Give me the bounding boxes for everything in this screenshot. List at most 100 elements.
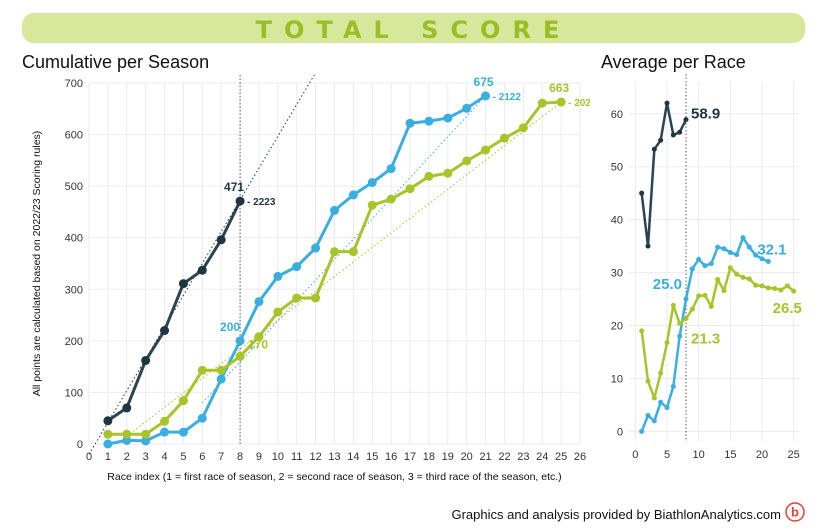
x-tick-label: 26 <box>574 451 586 463</box>
data-point-green <box>330 247 339 257</box>
data-point-green <box>753 282 759 288</box>
data-point-green <box>683 316 689 322</box>
data-point-blue <box>178 427 188 437</box>
data-point-dark <box>216 235 226 245</box>
data-point-green <box>658 370 664 376</box>
y-tick-label: 20 <box>611 321 623 333</box>
data-point-blue <box>715 244 721 250</box>
y-tick-label: 40 <box>611 215 623 227</box>
data-point-dark <box>670 132 676 138</box>
data-point-green <box>141 429 151 439</box>
end-value-label: 675 <box>474 75 494 89</box>
data-point-dark <box>141 355 151 365</box>
data-point-green <box>670 302 676 308</box>
data-point-green <box>103 429 113 439</box>
page-title: TOTAL SCORE <box>255 16 572 44</box>
data-point-green <box>178 396 188 406</box>
data-point-green <box>727 265 733 271</box>
x-tick-label: 17 <box>404 451 416 463</box>
data-point-green <box>235 351 245 361</box>
end-value-label: 471 <box>224 180 244 194</box>
data-point-blue <box>696 256 702 262</box>
mid-value-label: 21.3 <box>691 331 720 348</box>
data-point-blue <box>405 118 415 128</box>
cumulative-chart-title: Cumulative per Season <box>22 52 210 72</box>
data-point-blue <box>746 244 752 250</box>
end-value-label: 58.9 <box>691 106 720 123</box>
x-tick-label: 1 <box>105 451 111 463</box>
x-tick-label: 24 <box>536 451 548 463</box>
y-tick-label: 300 <box>65 284 83 296</box>
data-point-dark <box>103 416 113 426</box>
x-tick-label: 14 <box>347 451 359 463</box>
data-point-green <box>740 274 746 280</box>
data-point-green <box>639 328 645 334</box>
y-tick-label: 100 <box>65 387 83 399</box>
data-point-blue <box>702 263 708 269</box>
data-point-green <box>708 303 714 309</box>
data-point-blue <box>753 252 759 258</box>
x-tick-label: 0 <box>632 449 638 461</box>
data-point-blue <box>141 436 151 446</box>
mid-value-label: 170 <box>248 337 268 351</box>
x-tick-label: 15 <box>366 451 378 463</box>
x-tick-label: 10 <box>272 451 284 463</box>
data-point-blue <box>122 435 132 445</box>
data-point-green <box>651 395 657 401</box>
data-point-blue <box>651 418 657 424</box>
y-tick-label: 0 <box>617 426 623 438</box>
data-point-green <box>386 194 396 204</box>
x-tick-label: 10 <box>693 449 705 461</box>
y-tick-label: 500 <box>65 181 83 193</box>
data-point-blue <box>683 296 689 302</box>
data-point-green <box>778 287 784 293</box>
data-point-green <box>405 184 415 194</box>
data-point-blue <box>443 113 453 123</box>
x-tick-label: 7 <box>218 451 224 463</box>
data-point-green <box>499 133 509 143</box>
data-point-blue <box>765 258 771 264</box>
y-tick-label: 400 <box>65 233 83 245</box>
x-tick-label: 19 <box>442 451 454 463</box>
data-point-blue <box>481 91 491 101</box>
data-point-dark <box>235 196 245 206</box>
data-point-green <box>664 339 670 345</box>
x-tick-label: 23 <box>517 451 529 463</box>
data-point-dark <box>639 190 645 196</box>
data-point-dark <box>683 117 689 123</box>
data-point-green <box>784 283 790 289</box>
data-point-dark <box>664 100 670 106</box>
y-tick-label: 30 <box>611 268 623 280</box>
data-point-blue <box>386 164 396 174</box>
data-point-blue <box>759 256 765 262</box>
data-point-blue <box>216 374 226 384</box>
data-point-green <box>677 320 683 326</box>
biathlon-analytics-logo: b <box>785 502 805 522</box>
data-point-green <box>367 200 377 210</box>
data-point-green <box>689 306 695 312</box>
x-tick-label: 22 <box>498 451 510 463</box>
data-point-blue <box>197 413 207 423</box>
x-tick-label: 5 <box>180 451 186 463</box>
trend-line <box>201 95 486 404</box>
data-point-dark <box>122 403 132 413</box>
credit-text: Graphics and analysis provided by Biathl… <box>451 507 781 522</box>
data-point-green <box>481 145 491 155</box>
average-chart-title: Average per Race <box>601 52 746 72</box>
data-point-green <box>765 285 771 291</box>
x-tick-label: 25 <box>788 449 800 461</box>
x-tick-label: 21 <box>479 451 491 463</box>
data-point-blue <box>273 271 283 281</box>
end-value-label: 32.1 <box>757 241 786 258</box>
x-tick-label: 8 <box>237 451 243 463</box>
end-value-label: 663 <box>549 81 569 95</box>
data-point-green <box>462 156 472 166</box>
data-point-blue <box>254 297 264 307</box>
data-point-green <box>721 288 727 294</box>
data-point-dark <box>651 146 657 152</box>
series-line-dark <box>107 200 242 423</box>
data-point-blue <box>664 405 670 411</box>
data-point-green <box>443 168 453 178</box>
data-point-blue <box>103 439 113 449</box>
x-tick-label: 18 <box>423 451 435 463</box>
